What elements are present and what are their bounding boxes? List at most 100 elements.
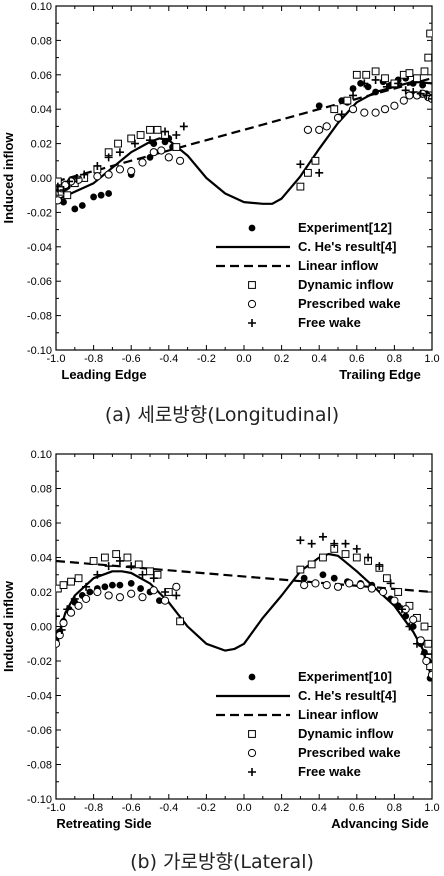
filled-circle-point <box>315 102 323 110</box>
open-square-point <box>146 125 154 134</box>
open-circle-point <box>138 158 147 167</box>
open-square-point <box>424 53 432 62</box>
open-circle-point <box>115 165 125 174</box>
legend-label: Dynamic inflow <box>298 726 394 741</box>
plus-point <box>172 131 181 139</box>
open-circle-point <box>348 105 358 114</box>
open-circle-point <box>422 656 431 666</box>
open-square-point <box>426 29 432 38</box>
plus-point <box>93 570 102 579</box>
legend: Experiment[12] C. He's result[4] Linear in… <box>216 220 401 330</box>
plus-point <box>93 161 102 170</box>
y-tick-label: 0.06 <box>31 70 52 82</box>
figure-caption: (a) 세로방향(Longitudinal) <box>105 404 339 426</box>
filled-circle-point <box>109 581 116 589</box>
plus-point <box>405 622 414 631</box>
plus-point <box>386 579 395 588</box>
open-square-point <box>424 639 432 648</box>
filled-circle-point <box>137 585 145 592</box>
plus-point <box>422 91 431 100</box>
x-tick-label: -1.0 <box>47 802 66 814</box>
open-circle-point <box>149 586 158 595</box>
y-tick-label: 0.02 <box>31 139 52 151</box>
filled-circle-point <box>78 202 86 209</box>
open-square-point <box>394 588 403 596</box>
plus-point <box>115 148 124 157</box>
plus-point <box>63 605 72 614</box>
open-square-point <box>341 550 350 558</box>
filled-circle-point <box>150 140 158 148</box>
filled-circle-point <box>364 83 372 91</box>
x-tick-label: -0.4 <box>159 353 178 365</box>
y-tick-label: -0.06 <box>27 725 52 737</box>
open-circle-point <box>59 618 68 628</box>
x-tick-label: 0.6 <box>349 802 364 814</box>
open-square-point <box>319 553 327 562</box>
legend-label: Dynamic inflow <box>298 277 394 292</box>
open-circle-point <box>390 596 399 605</box>
legend-symbol <box>248 224 256 232</box>
open-circle-point <box>360 108 369 117</box>
filled-circle-point <box>71 205 79 213</box>
filled-circle-point <box>419 81 426 89</box>
plus-point <box>296 536 305 545</box>
open-circle-point <box>345 579 354 588</box>
open-square-point <box>413 74 421 83</box>
plus-point <box>80 170 89 179</box>
plus-point <box>104 562 113 571</box>
open-square-point <box>405 69 414 77</box>
x-tick-label: 0.8 <box>387 353 402 365</box>
filled-circle-point <box>338 97 346 104</box>
side-label-left: Retreating Side <box>56 816 151 831</box>
plus-point <box>349 91 358 100</box>
x-tick-label: 0.2 <box>274 802 289 814</box>
open-square-point <box>343 96 352 105</box>
open-square-point <box>127 134 136 143</box>
y-tick-label: 0.08 <box>31 484 52 496</box>
plus-point <box>56 182 62 191</box>
x-tick-label: 0.4 <box>312 802 327 814</box>
plus-point <box>146 136 154 145</box>
open-circle-point <box>315 125 324 134</box>
plus-point <box>56 612 60 621</box>
open-square-point <box>371 67 380 76</box>
legend-symbol <box>248 730 256 738</box>
y-tick-label: 0.00 <box>31 173 52 185</box>
open-circle-point <box>81 594 91 604</box>
open-circle-point <box>104 170 113 179</box>
open-square-point <box>100 553 109 562</box>
x-tick-label: 0.0 <box>236 353 251 365</box>
filled-circle-point <box>402 612 410 620</box>
legend-symbol <box>247 748 257 758</box>
plus-point <box>57 625 66 634</box>
he-result-line <box>56 80 432 205</box>
plus-point <box>409 88 418 96</box>
legend-label: Experiment[10] <box>298 669 392 684</box>
chart-panel-longitudinal: 0.10 0.08 0.06 0.04 0.02 0.00 -0.02 -0.04 -0.06 -… <box>1 1 440 426</box>
x-tick-label: -0.8 <box>84 353 103 365</box>
linear-inflow-line <box>56 77 432 183</box>
plus-point <box>375 562 384 571</box>
x-tick-label: -0.2 <box>197 353 216 365</box>
open-square-point <box>153 570 162 579</box>
legend-label: Linear inflow <box>298 707 379 722</box>
y-tick-label: -0.02 <box>27 656 52 668</box>
open-circle-point <box>322 581 331 590</box>
x-tick-label: -0.6 <box>122 353 141 365</box>
plus-point <box>172 591 181 600</box>
y-tick-label: 0.04 <box>31 553 52 565</box>
plus-point <box>371 75 380 84</box>
open-square-point <box>426 662 432 671</box>
filled-circle-point <box>156 597 163 605</box>
plus-point <box>337 110 346 119</box>
plus-point <box>401 86 410 95</box>
plus-point <box>130 139 139 148</box>
open-circle-point <box>164 153 173 162</box>
filled-circle-point <box>330 574 338 582</box>
legend-label: C. He's result[4] <box>298 688 396 703</box>
open-square-point <box>112 550 121 558</box>
x-tick-label: -1.0 <box>47 353 66 365</box>
open-circle-point <box>175 156 185 165</box>
side-label-right: Advancing Side <box>331 816 429 831</box>
